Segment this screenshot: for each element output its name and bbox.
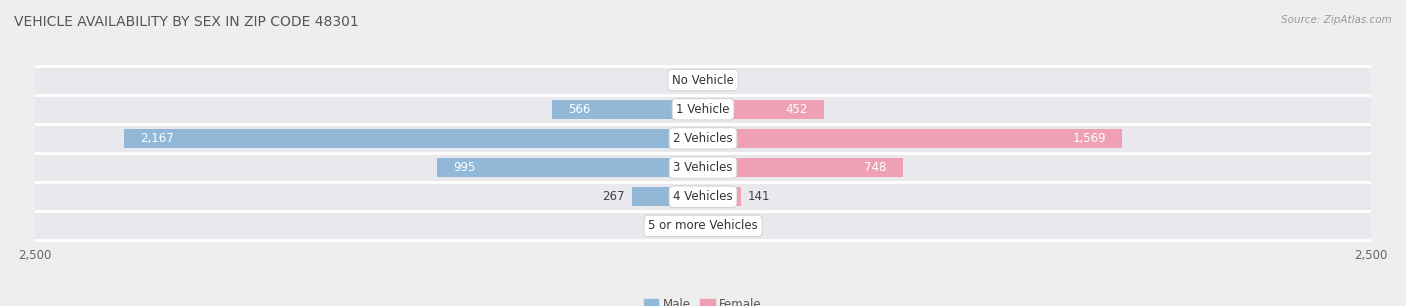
Bar — [437, 158, 703, 177]
Text: 2 Vehicles: 2 Vehicles — [673, 132, 733, 145]
Bar — [703, 100, 824, 119]
Text: 26: 26 — [675, 74, 689, 87]
Bar — [703, 158, 903, 177]
Text: 43: 43 — [721, 74, 735, 87]
Bar — [703, 129, 1122, 148]
Bar — [703, 216, 728, 235]
Bar — [551, 100, 703, 119]
Bar — [124, 129, 703, 148]
Bar — [631, 187, 703, 206]
Bar — [703, 71, 714, 90]
Text: 1,569: 1,569 — [1073, 132, 1107, 145]
Text: 4 Vehicles: 4 Vehicles — [673, 190, 733, 203]
Text: No Vehicle: No Vehicle — [672, 74, 734, 87]
Text: 141: 141 — [748, 190, 770, 203]
Bar — [35, 95, 1371, 124]
Text: 566: 566 — [568, 103, 591, 116]
Bar — [35, 124, 1371, 153]
Bar — [35, 153, 1371, 182]
Text: 1 Vehicle: 1 Vehicle — [676, 103, 730, 116]
Text: 995: 995 — [453, 161, 475, 174]
Text: 96: 96 — [735, 219, 751, 232]
Text: 267: 267 — [603, 190, 626, 203]
Text: VEHICLE AVAILABILITY BY SEX IN ZIP CODE 48301: VEHICLE AVAILABILITY BY SEX IN ZIP CODE … — [14, 15, 359, 29]
Text: Source: ZipAtlas.com: Source: ZipAtlas.com — [1281, 15, 1392, 25]
Text: 3 Vehicles: 3 Vehicles — [673, 161, 733, 174]
Legend: Male, Female: Male, Female — [640, 293, 766, 306]
Bar — [35, 65, 1371, 95]
Bar — [35, 211, 1371, 241]
Text: 91: 91 — [657, 219, 672, 232]
Text: 2,167: 2,167 — [141, 132, 174, 145]
Bar — [35, 182, 1371, 211]
Text: 452: 452 — [786, 103, 807, 116]
Text: 748: 748 — [865, 161, 887, 174]
Bar — [703, 187, 741, 206]
Bar — [679, 216, 703, 235]
Bar — [696, 71, 703, 90]
Text: 5 or more Vehicles: 5 or more Vehicles — [648, 219, 758, 232]
